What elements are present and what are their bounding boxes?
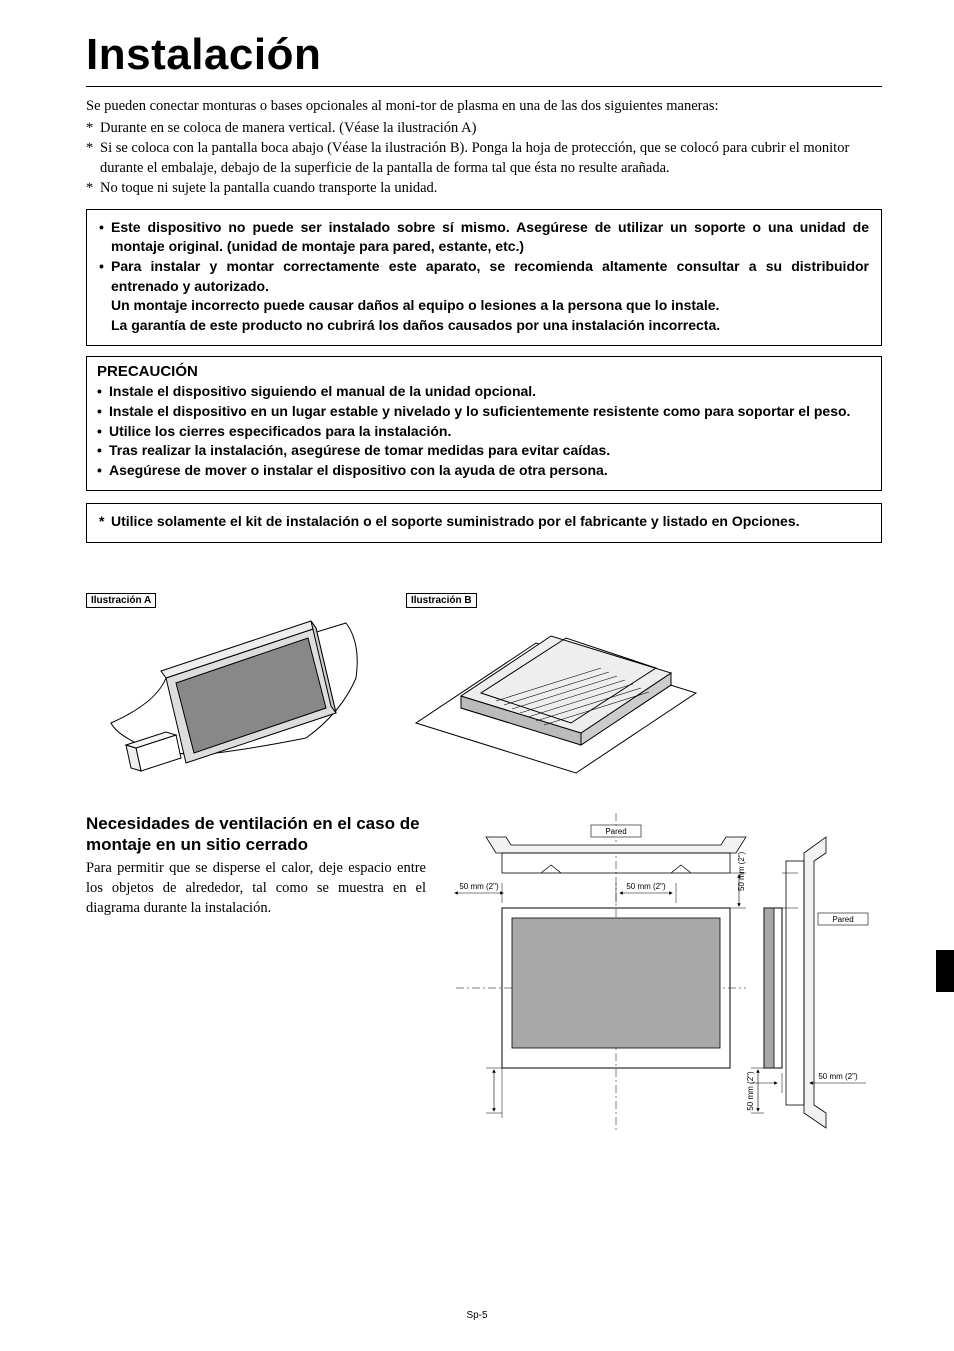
precaution-item: Instale el dispositivo siguiendo el manu… bbox=[97, 382, 871, 402]
ventilation-heading: Necesidades de ventilación en el caso de… bbox=[86, 813, 426, 856]
warning-box-1: Este dispositivo no puede ser instalado … bbox=[86, 209, 882, 347]
page-number: Sp-5 bbox=[0, 1310, 954, 1321]
warning-box-3: Utilice solamente el kit de instalación … bbox=[86, 503, 882, 543]
precaution-item: Tras realizar la instalación, asegúrese … bbox=[97, 441, 871, 461]
illustration-b: Ilustración B bbox=[406, 583, 706, 783]
title-rule bbox=[86, 86, 882, 87]
svg-text:50 mm (2"): 50 mm (2") bbox=[746, 1071, 755, 1111]
star-list: Durante en se coloca de manera vertical.… bbox=[86, 119, 882, 199]
precaution-box: PRECAUCIÓN Instale el dispositivo siguie… bbox=[86, 356, 882, 491]
star-item: Si se coloca con la pantalla boca abajo … bbox=[86, 139, 882, 178]
illus-a-svg bbox=[86, 583, 366, 783]
svg-text:50 mm (2"): 50 mm (2") bbox=[626, 882, 666, 891]
svg-text:50 mm (2"): 50 mm (2") bbox=[818, 1072, 858, 1081]
svg-text:50 mm (2"): 50 mm (2") bbox=[459, 882, 499, 891]
illus-b-svg bbox=[406, 583, 706, 783]
wall-label-side: Pared bbox=[832, 915, 853, 924]
ventilation-text: Necesidades de ventilación en el caso de… bbox=[86, 813, 426, 1143]
ventilation-section: Necesidades de ventilación en el caso de… bbox=[86, 813, 882, 1143]
warning-cont: La garantía de este producto no cubrirá … bbox=[99, 316, 869, 336]
intro-text: Se pueden conectar monturas o bases opci… bbox=[86, 97, 882, 117]
precaution-item: Instale el dispositivo en un lugar estab… bbox=[97, 402, 871, 422]
vent-svg: Pared 50 mm (2") 50 mm (2") 50 mm (2") bbox=[446, 813, 876, 1143]
star-item: Durante en se coloca de manera vertical.… bbox=[86, 119, 882, 139]
illustration-a: Ilustración A bbox=[86, 583, 366, 783]
ventilation-diagram: Pared 50 mm (2") 50 mm (2") 50 mm (2") bbox=[446, 813, 882, 1143]
warning-cont: Un montaje incorrecto puede causar daños… bbox=[99, 296, 869, 316]
page-title: Instalación bbox=[86, 30, 882, 80]
warning-item: Este dispositivo no puede ser instalado … bbox=[99, 218, 869, 257]
illus-b-label: Ilustración B bbox=[406, 593, 477, 608]
page-edge-tab bbox=[936, 950, 954, 992]
precaution-item: Utilice los cierres especificados para l… bbox=[97, 422, 871, 442]
svg-text:50 mm (2"): 50 mm (2") bbox=[737, 851, 746, 891]
star-item: No toque ni sujete la pantalla cuando tr… bbox=[86, 179, 882, 199]
illustration-row: Ilustración A Ilustración B bbox=[86, 583, 882, 783]
precaution-title: PRECAUCIÓN bbox=[97, 363, 871, 380]
wall-label-top: Pared bbox=[605, 827, 626, 836]
illus-a-label: Ilustración A bbox=[86, 593, 156, 608]
box3-text: Utilice solamente el kit de instalación … bbox=[99, 512, 869, 532]
warning-item: Para instalar y montar correctamente est… bbox=[99, 257, 869, 296]
precaution-item: Asegúrese de mover o instalar el disposi… bbox=[97, 461, 871, 481]
ventilation-body: Para permitir que se disperse el calor, … bbox=[86, 859, 426, 918]
